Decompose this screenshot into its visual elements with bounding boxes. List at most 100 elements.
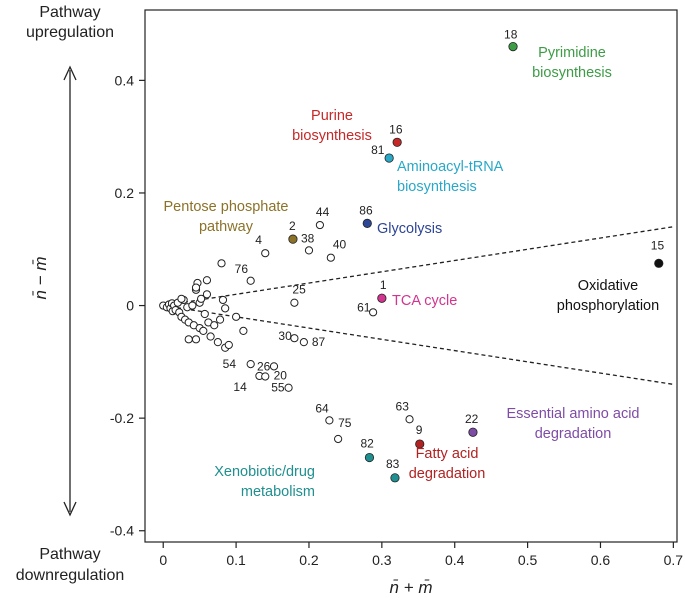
point-id-44: 44 bbox=[316, 205, 330, 219]
x-tick-label: 0.6 bbox=[591, 552, 611, 568]
plot-frame bbox=[144, 9, 678, 543]
open-point bbox=[202, 276, 212, 285]
point-id-64: 64 bbox=[315, 401, 329, 415]
pathway-name-22-line1: Essential amino acid bbox=[507, 406, 640, 422]
x-tick-label: 0.7 bbox=[664, 552, 684, 568]
point-75 bbox=[334, 434, 343, 444]
open-point bbox=[200, 309, 209, 319]
highlight-point-83 bbox=[390, 473, 400, 483]
highlight-point-81 bbox=[384, 153, 394, 163]
regulation-arrow bbox=[63, 65, 77, 517]
point-25 bbox=[290, 298, 299, 307]
y-tick-label: 0.4 bbox=[115, 72, 135, 88]
point-id-1: 1 bbox=[380, 278, 387, 292]
point-38 bbox=[304, 246, 314, 255]
open-point bbox=[239, 326, 248, 335]
pathway-name-9-line2: degradation bbox=[409, 466, 486, 482]
open-point bbox=[217, 259, 226, 268]
highlight-point-1 bbox=[377, 293, 387, 303]
point-id-14: 14 bbox=[233, 380, 247, 394]
upregulation-label-line1: Pathway bbox=[39, 4, 100, 21]
pathway-name-81-line1: Aminoacyl-tRNA bbox=[397, 159, 504, 175]
y-tick-label: -0.4 bbox=[110, 523, 134, 539]
point-id-38: 38 bbox=[301, 231, 315, 245]
point-id-15: 15 bbox=[651, 238, 665, 252]
x-tick-label: 0 bbox=[159, 552, 167, 568]
pathway-name-16-line2: biosynthesis bbox=[292, 128, 372, 144]
downregulation-label-line1: Pathway bbox=[39, 546, 100, 563]
open-point bbox=[215, 315, 225, 324]
pathway-name-18-line1: Pyrimidine bbox=[538, 45, 606, 61]
point-id-87: 87 bbox=[312, 335, 326, 349]
open-point bbox=[191, 335, 201, 344]
highlight-point-15 bbox=[654, 258, 664, 268]
open-point bbox=[231, 312, 241, 321]
pathway-name-15-line1: Oxidative bbox=[578, 278, 638, 294]
open-point bbox=[218, 295, 228, 305]
y-tick-label: 0.2 bbox=[115, 185, 135, 201]
point-26 bbox=[269, 362, 279, 371]
pathway-name-1-line1: TCA cycle bbox=[392, 293, 457, 309]
open-point bbox=[221, 304, 230, 313]
point-id-9: 9 bbox=[416, 423, 423, 437]
point-id-26: 26 bbox=[257, 359, 271, 373]
point-id-63: 63 bbox=[396, 399, 410, 413]
point-id-30: 30 bbox=[278, 329, 292, 343]
point-id-4: 4 bbox=[255, 233, 262, 247]
pathway-name-2-line1: Pentose phosphate bbox=[164, 199, 289, 215]
pathway-name-81-line2: biosynthesis bbox=[397, 179, 477, 195]
point-76 bbox=[246, 276, 255, 285]
pathway-name-22-line2: degradation bbox=[535, 426, 612, 442]
x-tick-label: 0.1 bbox=[226, 552, 246, 568]
axis-ticks: 0 0.1 0.2 0.3 0.4 0.5 0.6 0.7 -0.4 -0.2 0 0.2 0.4 bbox=[110, 72, 683, 568]
open-point bbox=[210, 321, 219, 330]
point-id-54: 54 bbox=[223, 357, 237, 371]
pathway-name-86-line1: Glycolysis bbox=[377, 221, 442, 237]
x-axis-label: n̄ + m̄ bbox=[390, 578, 433, 597]
open-point bbox=[177, 294, 186, 303]
point-61 bbox=[369, 308, 378, 317]
open-point bbox=[199, 326, 208, 335]
point-id-86: 86 bbox=[359, 203, 373, 217]
pathway-name-82-line2: metabolism bbox=[241, 484, 315, 500]
point-44 bbox=[315, 220, 325, 230]
point-55 bbox=[261, 372, 270, 381]
point-4 bbox=[261, 249, 270, 258]
point-id-2: 2 bbox=[289, 219, 296, 233]
open-point bbox=[206, 332, 215, 341]
open-point bbox=[184, 335, 193, 344]
pathway-name-16-line1: Purine bbox=[311, 108, 353, 124]
point-63 bbox=[405, 415, 414, 424]
point-id-61: 61 bbox=[357, 300, 371, 314]
reference-line-1 bbox=[163, 226, 674, 307]
point-id-16: 16 bbox=[389, 122, 403, 136]
downregulation-label-line2: downregulation bbox=[16, 567, 125, 584]
point-id-18: 18 bbox=[504, 28, 518, 42]
point-54 bbox=[246, 360, 255, 369]
y-tick-label: 0 bbox=[126, 298, 134, 314]
point-id-82: 82 bbox=[360, 437, 374, 451]
point-id-76: 76 bbox=[235, 262, 249, 276]
y-tick-label: -0.2 bbox=[110, 410, 134, 426]
point-id-75: 75 bbox=[338, 416, 352, 430]
x-tick-label: 0.3 bbox=[372, 552, 392, 568]
highlight-point-86 bbox=[362, 218, 372, 228]
point-30 bbox=[290, 334, 299, 343]
point-id-25: 25 bbox=[292, 283, 306, 297]
pathway-name-18-line2: biosynthesis bbox=[532, 65, 612, 81]
open-point bbox=[224, 340, 233, 350]
reference-lines bbox=[163, 226, 674, 386]
highlight-point-2 bbox=[288, 234, 298, 244]
highlight-point-22 bbox=[468, 427, 478, 437]
pathway-name-2-line2: pathway bbox=[199, 219, 254, 235]
data-points bbox=[159, 41, 664, 483]
open-point bbox=[197, 294, 206, 303]
open-point bbox=[202, 290, 212, 299]
open-point bbox=[213, 338, 222, 347]
point-id-20: 20 bbox=[274, 369, 288, 383]
pathway-name-15-line2: phosphorylation bbox=[557, 298, 659, 314]
highlight-point-82 bbox=[364, 452, 375, 463]
point-40 bbox=[326, 253, 335, 262]
point-id-55: 55 bbox=[271, 380, 285, 394]
